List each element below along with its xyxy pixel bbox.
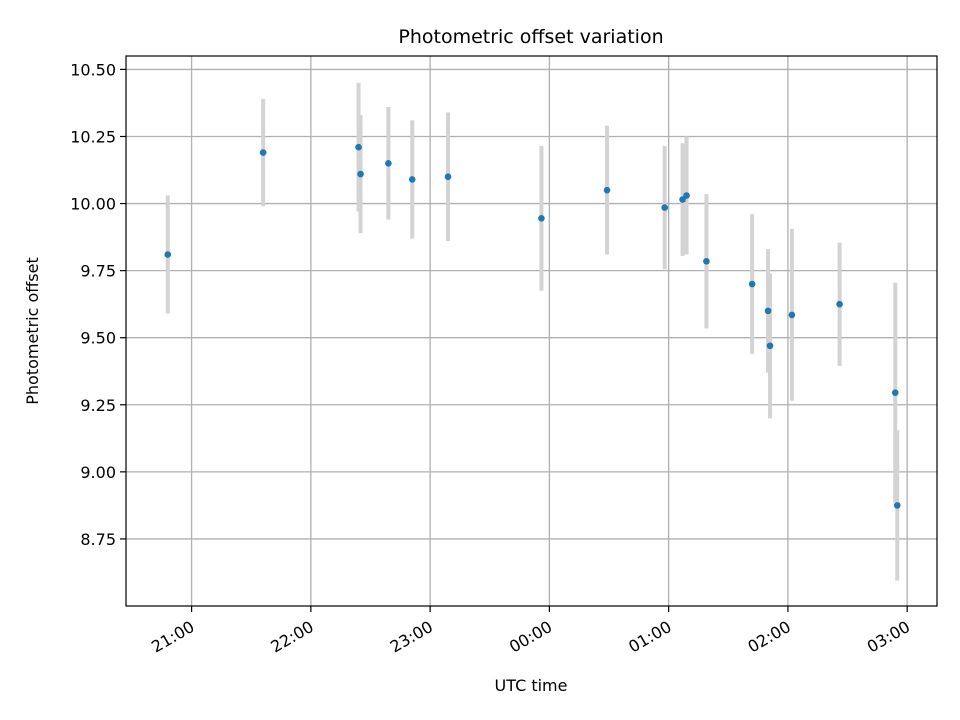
y-tick-label: 9.00 bbox=[80, 463, 116, 482]
plot-frame bbox=[125, 55, 938, 607]
data-point bbox=[603, 186, 611, 194]
y-axis-label: Photometric offset bbox=[23, 257, 42, 405]
data-point bbox=[748, 280, 756, 288]
data-point bbox=[893, 502, 901, 509]
data-point bbox=[355, 143, 362, 151]
y-tick-label: 10.25 bbox=[70, 127, 116, 146]
x-axis-label: UTC time bbox=[495, 676, 568, 695]
data-point bbox=[164, 251, 172, 258]
y-tick-label: 9.25 bbox=[80, 396, 116, 415]
data-point bbox=[661, 204, 668, 211]
data-point bbox=[703, 257, 710, 265]
data-point bbox=[444, 173, 452, 181]
y-tick-label: 8.75 bbox=[80, 530, 116, 549]
data-point bbox=[679, 196, 686, 203]
data-point bbox=[683, 192, 690, 199]
data-points bbox=[164, 143, 901, 509]
y-tick-label: 9.75 bbox=[80, 262, 116, 281]
data-point bbox=[259, 149, 267, 156]
y-tick-label: 10.50 bbox=[70, 60, 116, 79]
data-point bbox=[385, 160, 392, 167]
data-point bbox=[788, 311, 796, 319]
y-tick-label: 9.50 bbox=[80, 329, 116, 348]
chart-title: Photometric offset variation bbox=[398, 26, 663, 48]
data-point bbox=[764, 307, 772, 315]
y-tick-label: 10.00 bbox=[70, 195, 116, 214]
data-point bbox=[357, 170, 364, 178]
data-point bbox=[538, 215, 545, 222]
data-point bbox=[408, 176, 416, 183]
data-point bbox=[836, 300, 843, 308]
data-point bbox=[891, 389, 899, 397]
data-point bbox=[766, 342, 774, 350]
